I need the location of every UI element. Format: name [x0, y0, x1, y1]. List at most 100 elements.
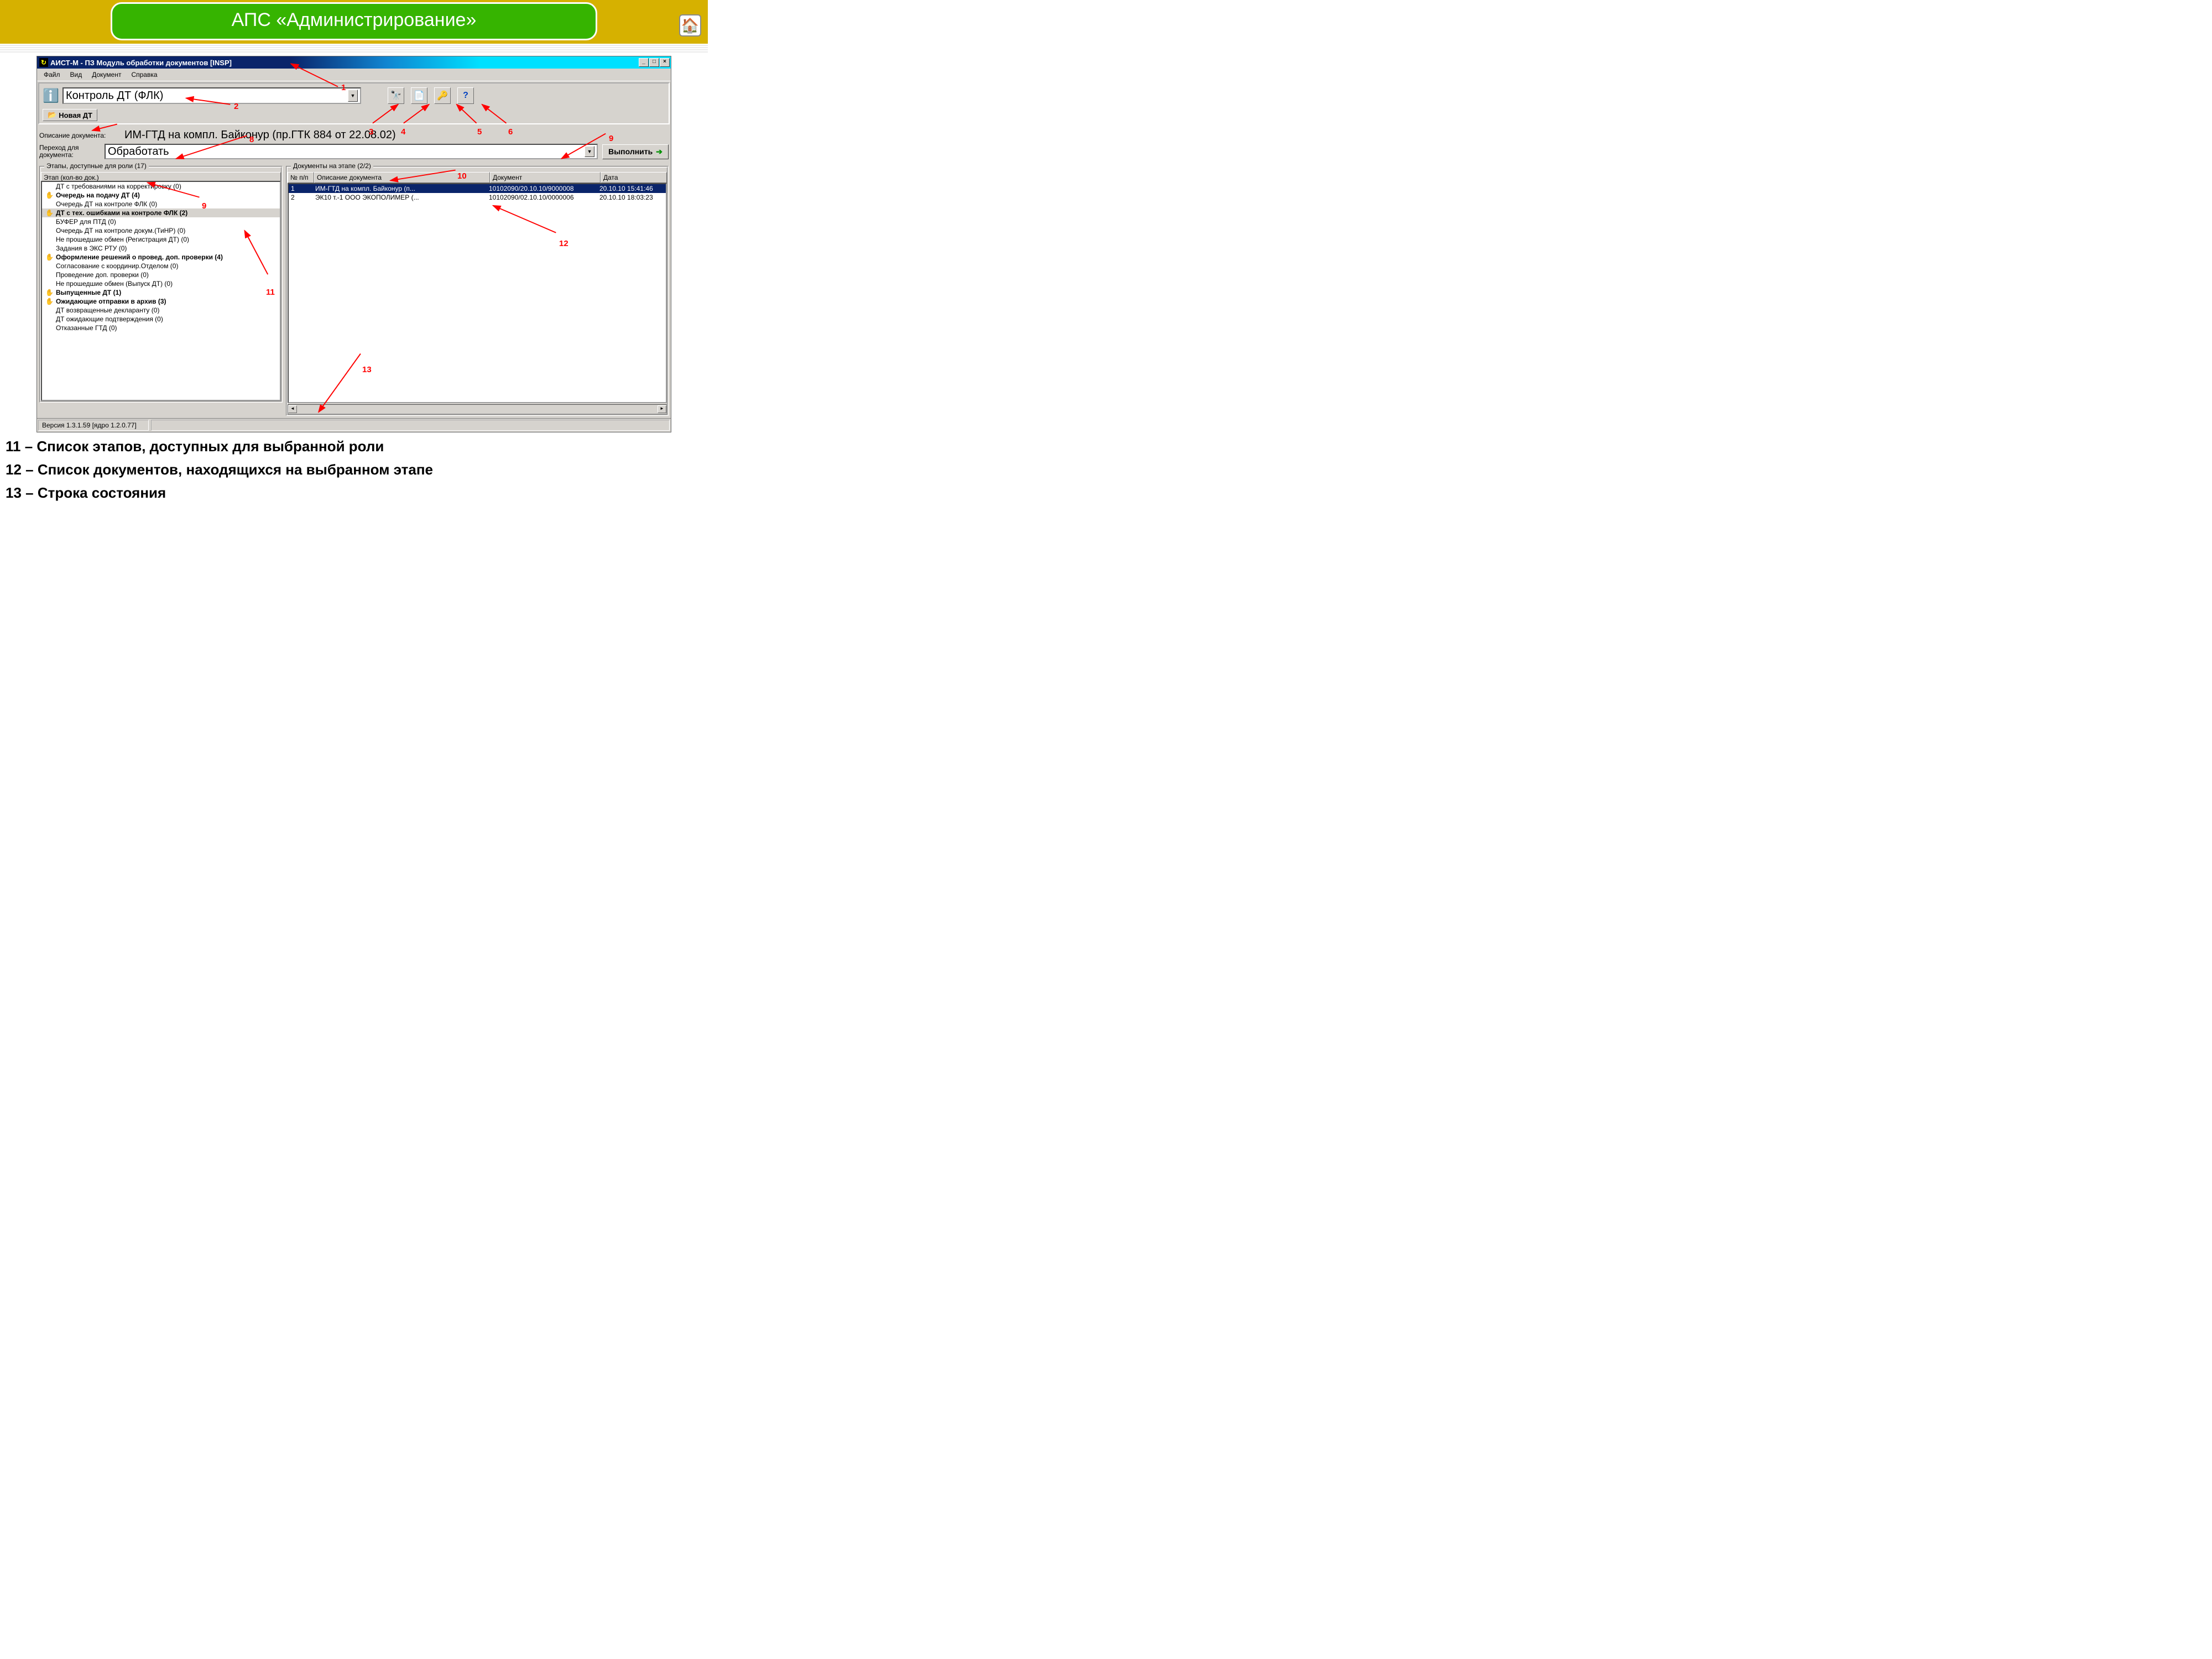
- hand-icon: ✋: [45, 289, 54, 296]
- stage-item-label: Очередь ДТ на контроле докум.(ТиНР) (0): [56, 227, 185, 234]
- help-button[interactable]: ?: [457, 87, 474, 104]
- minimize-button[interactable]: _: [639, 58, 649, 67]
- cell-c2: ИМ-ГТД на компл. Байконур (п...: [315, 185, 489, 192]
- desc-label: Описание документа:: [39, 132, 120, 139]
- new-dt-label: Новая ДТ: [59, 111, 92, 119]
- slide-header: АПС «Администрирование»: [111, 2, 597, 40]
- hand-icon: ✋: [45, 209, 54, 217]
- documents-title: Документы на этапе (2/2): [291, 162, 373, 170]
- col-date[interactable]: Дата: [601, 172, 667, 183]
- menu-view[interactable]: Вид: [66, 70, 87, 80]
- stage-item-label: ДТ с тех. ошибками на контроле ФЛК (2): [56, 209, 187, 217]
- stage-item-label: БУФЕР для ПТД (0): [56, 218, 116, 226]
- chevron-down-icon[interactable]: ▼: [348, 90, 358, 102]
- stage-item[interactable]: ДТ возвращенные декларанту (0): [42, 306, 280, 315]
- stage-item-label: ДТ ожидающие подтверждения (0): [56, 315, 163, 323]
- menu-file[interactable]: Файл: [39, 70, 65, 80]
- stage-item[interactable]: БУФЕР для ПТД (0): [42, 217, 280, 226]
- stage-item-label: Очередь ДТ на контроле ФЛК (0): [56, 200, 157, 208]
- app-icon: [39, 58, 48, 67]
- footer-line-1: 11 – Список этапов, доступных для выбран…: [6, 437, 702, 456]
- stage-item[interactable]: Задания в ЭКС РТУ (0): [42, 244, 280, 253]
- stages-list[interactable]: ДТ с требованиями на корректировку (0)✋О…: [41, 181, 281, 401]
- table-row[interactable]: 1ИМ-ГТД на компл. Байконур (п...10102090…: [289, 184, 666, 193]
- col-doc[interactable]: Документ: [490, 172, 601, 183]
- cell-c4: 20.10.10 15:41:46: [599, 185, 666, 192]
- menu-bar: Файл Вид Документ Справка: [37, 69, 671, 81]
- col-num[interactable]: № п/п: [288, 172, 314, 183]
- table-row[interactable]: 2ЭК10 т.-1 ООО ЭКОПОЛИМЕР (...10102090/0…: [289, 193, 666, 202]
- menu-help[interactable]: Справка: [127, 70, 161, 80]
- key-button[interactable]: 🔑: [434, 87, 451, 104]
- help-icon: ?: [463, 91, 468, 101]
- arrow-right-icon: ➔: [656, 147, 662, 156]
- slide-title: АПС «Администрирование»: [232, 9, 477, 30]
- horizontal-scrollbar[interactable]: ◄ ►: [288, 404, 667, 414]
- new-icon: 📂: [48, 111, 56, 119]
- stage-item[interactable]: ✋Оформление решений о провед. доп. прове…: [42, 253, 280, 262]
- footer-line-2: 12 – Список документов, находящихся на в…: [6, 460, 702, 479]
- role-dropdown[interactable]: Контроль ДТ (ФЛК) ▼: [62, 87, 361, 104]
- transition-dropdown[interactable]: Обработать ▼: [105, 144, 598, 159]
- status-bar: Версия 1.3.1.59 [ядро 1.2.0.77]: [37, 418, 671, 432]
- key-icon: 🔑: [437, 90, 448, 101]
- stages-title: Этапы, доступные для роли (17): [44, 162, 149, 170]
- stage-item-label: Задания в ЭКС РТУ (0): [56, 244, 127, 252]
- scroll-left-icon[interactable]: ◄: [288, 405, 297, 413]
- document-icon: 📄: [414, 90, 425, 101]
- stage-item-label: Очередь на подачу ДТ (4): [56, 191, 140, 199]
- maximize-button[interactable]: □: [649, 58, 659, 67]
- stage-item[interactable]: ✋ДТ с тех. ошибками на контроле ФЛК (2): [42, 208, 280, 217]
- transition-value: Обработать: [108, 145, 169, 158]
- stage-item-label: Не прошедшие обмен (Выпуск ДТ) (0): [56, 280, 173, 288]
- hand-icon: ✋: [45, 191, 54, 199]
- stage-item[interactable]: ✋Очередь на подачу ДТ (4): [42, 191, 280, 200]
- stage-item-label: Выпущенные ДТ (1): [56, 289, 121, 296]
- col-desc[interactable]: Описание документа: [314, 172, 490, 183]
- cell-c3: 10102090/20.10.10/9000008: [489, 185, 599, 192]
- new-dt-button[interactable]: 📂 Новая ДТ: [43, 109, 97, 121]
- stage-item-label: ДТ возвращенные декларанту (0): [56, 306, 159, 314]
- home-icon[interactable]: 🏠: [679, 14, 701, 36]
- stage-item[interactable]: ✋Ожидающие отправки в архив (3): [42, 297, 280, 306]
- execute-button[interactable]: Выполнить ➔: [602, 144, 669, 159]
- status-version: Версия 1.3.1.59 [ядро 1.2.0.77]: [38, 420, 149, 431]
- execute-label: Выполнить: [608, 147, 653, 156]
- hand-icon: ✋: [45, 253, 54, 261]
- stage-item[interactable]: ДТ с требованиями на корректировку (0): [42, 182, 280, 191]
- stage-item[interactable]: Не прошедшие обмен (Выпуск ДТ) (0): [42, 279, 280, 288]
- stage-item[interactable]: Не прошедшие обмен (Регистрация ДТ) (0): [42, 235, 280, 244]
- cell-c4: 20.10.10 18:03:23: [599, 194, 666, 201]
- cell-c1: 2: [289, 194, 315, 201]
- stage-item-label: Отказанные ГТД (0): [56, 324, 117, 332]
- stage-item[interactable]: Отказанные ГТД (0): [42, 324, 280, 332]
- menu-document[interactable]: Документ: [87, 70, 126, 80]
- cell-c3: 10102090/02.10.10/0000006: [489, 194, 599, 201]
- close-button[interactable]: ×: [660, 58, 670, 67]
- stage-item[interactable]: Согласование с координир.Отделом (0): [42, 262, 280, 270]
- cell-c2: ЭК10 т.-1 ООО ЭКОПОЛИМЕР (...: [315, 194, 489, 201]
- stage-item[interactable]: ДТ ожидающие подтверждения (0): [42, 315, 280, 324]
- stage-item[interactable]: ✋Выпущенные ДТ (1): [42, 288, 280, 297]
- hand-icon: ✋: [45, 298, 54, 305]
- stage-item-label: ДТ с требованиями на корректировку (0): [56, 182, 181, 190]
- transition-label: Переход для документа:: [39, 144, 100, 159]
- stage-item-label: Не прошедшие обмен (Регистрация ДТ) (0): [56, 236, 189, 243]
- cell-c1: 1: [289, 185, 315, 192]
- app-window: АИСТ-М - ПЗ Модуль обработки документов …: [36, 56, 671, 432]
- scroll-right-icon[interactable]: ►: [658, 405, 666, 413]
- chevron-down-icon[interactable]: ▼: [585, 146, 594, 157]
- document-button[interactable]: 📄: [411, 87, 427, 104]
- stage-item[interactable]: Очередь ДТ на контроле докум.(ТиНР) (0): [42, 226, 280, 235]
- stage-item[interactable]: Очередь ДТ на контроле ФЛК (0): [42, 200, 280, 208]
- stage-item-label: Согласование с координир.Отделом (0): [56, 262, 178, 270]
- search-button[interactable]: 🔭: [388, 87, 404, 104]
- stage-item-label: Оформление решений о провед. доп. провер…: [56, 253, 223, 261]
- status-empty: [151, 420, 670, 431]
- documents-table[interactable]: 1ИМ-ГТД на компл. Байконур (п...10102090…: [288, 183, 667, 403]
- footer-line-3: 13 – Строка состояния: [6, 483, 702, 502]
- binoculars-icon: 🔭: [390, 90, 401, 101]
- stage-item[interactable]: Проведение доп. проверки (0): [42, 270, 280, 279]
- info-icon: ℹ️: [43, 86, 59, 106]
- title-bar: АИСТ-М - ПЗ Модуль обработки документов …: [37, 56, 671, 69]
